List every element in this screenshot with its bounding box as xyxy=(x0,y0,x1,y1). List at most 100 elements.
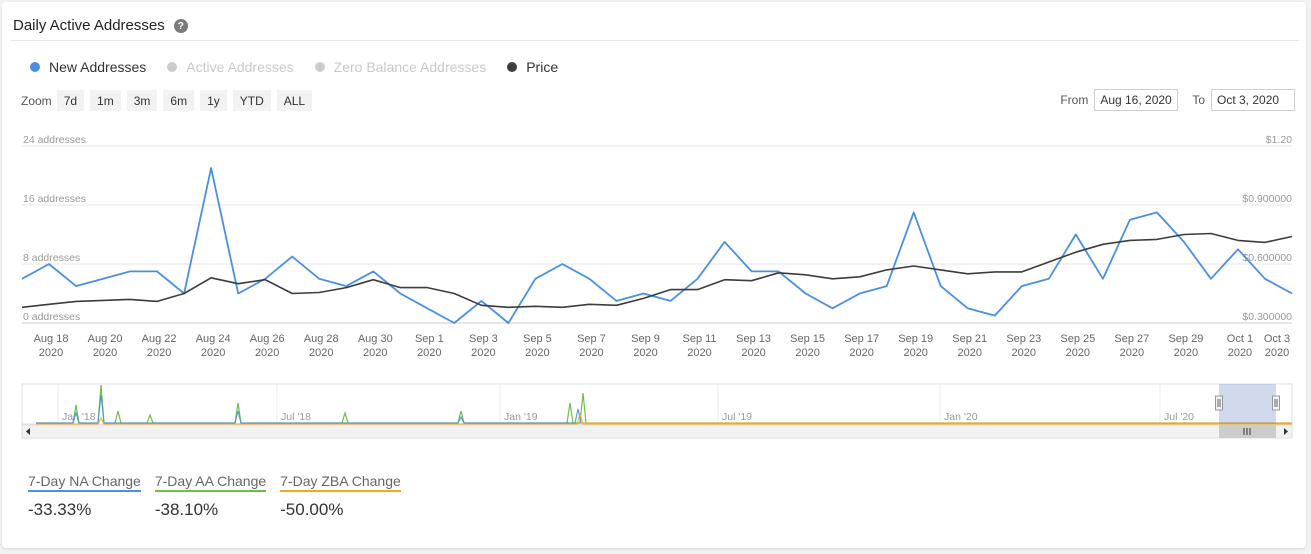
x-tick-label: Aug 30 xyxy=(358,333,393,345)
x-tick-year: 2020 xyxy=(1174,347,1198,359)
x-tick-label: Sep 25 xyxy=(1060,333,1095,345)
stat-aa: 7-Day AA Change -38.10% xyxy=(154,473,267,520)
series-line-price xyxy=(21,232,1293,309)
navigator-aa-line xyxy=(36,384,1292,424)
x-tick-year: 2020 xyxy=(795,347,819,359)
from-date-input[interactable] xyxy=(1094,89,1179,111)
x-tick-label: Aug 28 xyxy=(304,333,339,345)
x-tick-label: Sep 3 xyxy=(469,333,498,345)
navigator-frame xyxy=(21,383,1293,425)
x-tick-year: 2020 xyxy=(1228,347,1252,359)
x-tick-year: 2020 xyxy=(741,347,765,359)
to-label: To xyxy=(1192,93,1205,107)
stat-zba-value: -50.00% xyxy=(280,500,344,519)
date-range: From To xyxy=(1060,89,1295,111)
x-tick-year: 2020 xyxy=(363,347,387,359)
x-tick-label: Sep 29 xyxy=(1168,333,1203,345)
y-left-tick-label: 16 addresses xyxy=(23,193,86,205)
navigator-label: Jul '18 xyxy=(281,411,311,423)
x-tick-label: Sep 19 xyxy=(898,333,933,345)
zoom-1y-button[interactable]: 1y xyxy=(200,90,227,111)
x-tick-year: 2020 xyxy=(958,347,982,359)
x-tick-year: 2020 xyxy=(525,347,549,359)
stat-aa-label: 7-Day AA Change xyxy=(154,473,267,492)
x-tick-label: Oct 1 xyxy=(1227,333,1253,345)
x-tick-year: 2020 xyxy=(255,347,279,359)
stat-na-value: -33.33% xyxy=(28,500,92,519)
stat-zba-label: 7-Day ZBA Change xyxy=(280,473,401,492)
x-tick-label: Sep 9 xyxy=(631,333,660,345)
legend-item-zero-balance-addresses[interactable]: Zero Balance Addresses xyxy=(314,59,487,75)
zoom-label: Zoom xyxy=(21,93,52,108)
chart-title: Daily Active Addresses xyxy=(13,16,165,34)
x-tick-label: Sep 15 xyxy=(790,333,825,345)
legend-dot-icon xyxy=(167,62,178,72)
card-header: Daily Active Addresses ? xyxy=(13,13,188,37)
x-tick-year: 2020 xyxy=(93,347,117,359)
x-tick-label: Aug 26 xyxy=(250,333,285,345)
x-tick-label: Aug 24 xyxy=(196,333,231,345)
x-tick-label: Sep 5 xyxy=(523,333,552,345)
zoom-controls: Zoom 7d 1m 3m 6m 1y YTD ALL xyxy=(21,90,318,111)
help-icon[interactable]: ? xyxy=(173,19,188,33)
y-left-tick-label: 8 addresses xyxy=(23,252,80,264)
zoom-3m-button[interactable]: 3m xyxy=(126,90,158,111)
legend-label: Zero Balance Addresses xyxy=(333,59,487,75)
x-tick-year: 2020 xyxy=(579,347,603,359)
y-right-tick-label: $0.300000 xyxy=(1242,311,1292,323)
chart-legend: New Addresses Active Addresses Zero Balanc… xyxy=(30,59,579,75)
navigator-label: Jul '19 xyxy=(722,411,752,423)
x-tick-label: Sep 11 xyxy=(683,333,717,345)
legend-label: New Addresses xyxy=(49,59,147,75)
navigator-na-line xyxy=(36,394,1292,424)
x-tick-label: Sep 1 xyxy=(415,333,444,345)
stat-na: 7-Day NA Change -33.33% xyxy=(28,473,141,520)
navigator-zba-line xyxy=(36,412,1292,425)
y-left-tick-label: 0 addresses xyxy=(23,311,80,323)
zoom-1m-button[interactable]: 1m xyxy=(90,90,121,111)
legend-item-new-addresses[interactable]: New Addresses xyxy=(30,59,146,75)
legend-dot-icon xyxy=(314,62,325,72)
x-tick-year: 2020 xyxy=(147,347,171,359)
scroll-left-arrow-icon xyxy=(26,428,30,435)
x-tick-label: Sep 21 xyxy=(952,333,987,345)
stat-na-label: 7-Day NA Change xyxy=(28,473,141,492)
scrollbar-track xyxy=(21,424,1293,439)
navigator-label: Jan '18 xyxy=(62,411,96,423)
zoom-6m-button[interactable]: 6m xyxy=(163,90,195,111)
stats-row: 7-Day NA Change -33.33% 7-Day AA Change … xyxy=(28,473,415,520)
y-right-tick-label: $0.600000 xyxy=(1242,252,1292,264)
x-tick-year: 2020 xyxy=(471,347,495,359)
series-line-new-addresses xyxy=(21,167,1293,324)
x-tick-year: 2020 xyxy=(1120,347,1144,359)
x-tick-label: Sep 17 xyxy=(844,333,879,345)
stat-zba: 7-Day ZBA Change -50.00% xyxy=(280,473,401,520)
zoom-7d-button[interactable]: 7d xyxy=(56,90,85,111)
navigator-selection xyxy=(1219,384,1276,424)
y-right-tick-label: $1.20 xyxy=(1266,134,1292,146)
navigator-label: Jan '19 xyxy=(504,411,538,423)
x-tick-year: 2020 xyxy=(309,347,333,359)
zoom-all-button[interactable]: ALL xyxy=(276,90,313,111)
stat-aa-value: -38.10% xyxy=(154,500,219,519)
navigator-label: Jul '20 xyxy=(1164,411,1194,423)
x-tick-label: Aug 22 xyxy=(142,333,177,345)
x-tick-label: Sep 7 xyxy=(577,333,606,345)
x-tick-year: 2020 xyxy=(201,347,225,359)
legend-item-price[interactable]: Price xyxy=(507,59,558,75)
zoom-ytd-button[interactable]: YTD xyxy=(232,90,271,111)
navigator-label: Jan '20 xyxy=(944,411,978,423)
x-tick-label: Sep 27 xyxy=(1114,333,1149,345)
legend-dot-icon xyxy=(507,62,518,72)
x-tick-label: Aug 18 xyxy=(34,333,69,345)
to-date-input[interactable] xyxy=(1211,89,1295,111)
header-divider xyxy=(11,40,1299,41)
x-tick-label: Aug 20 xyxy=(88,333,123,345)
x-tick-year: 2020 xyxy=(633,347,657,359)
legend-item-active-addresses[interactable]: Active Addresses xyxy=(167,59,294,75)
from-label: From xyxy=(1060,93,1089,107)
x-tick-label: Sep 23 xyxy=(1006,333,1041,345)
legend-dot-icon xyxy=(30,62,40,72)
x-tick-year: 2020 xyxy=(903,347,927,359)
